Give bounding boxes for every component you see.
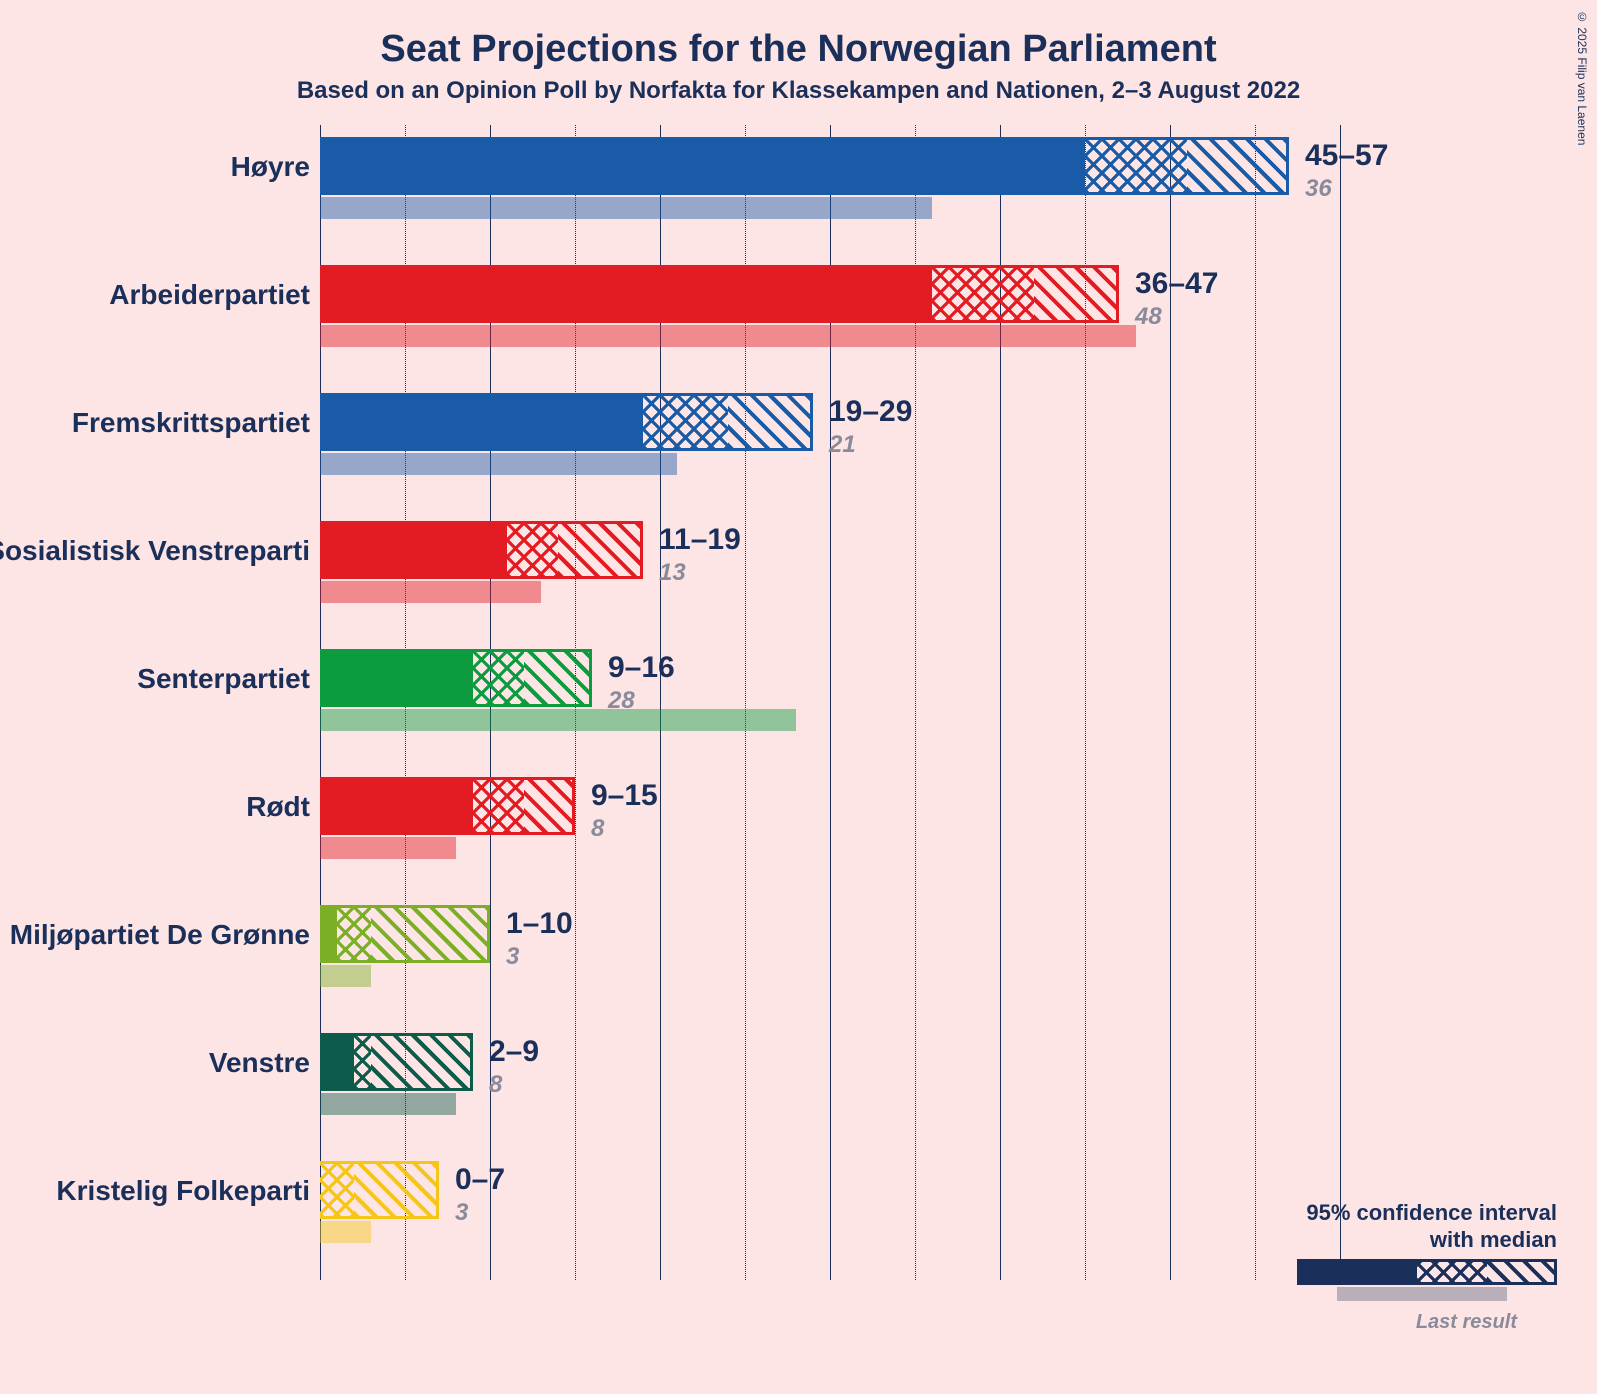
party-row: Rødt9–158: [320, 765, 1340, 893]
bar-ci-low: [320, 905, 337, 963]
legend-last-label: Last result: [1297, 1311, 1557, 1334]
party-label: Venstre: [209, 1047, 310, 1079]
bar-ci-mid: [473, 649, 524, 707]
last-result-label: 13: [659, 559, 686, 587]
last-result-label: 21: [829, 431, 856, 459]
party-label: Sosialistisk Venstreparti: [0, 535, 310, 567]
bar-last-result: [320, 581, 541, 603]
bar-ci-high: [371, 905, 490, 963]
seat-projection-chart: Høyre45–5736Arbeiderpartiet36–4748Fremsk…: [320, 125, 1340, 1305]
range-label: 1–10: [506, 907, 573, 941]
bar-ci-high: [1187, 137, 1289, 195]
bar-last-result: [320, 1221, 371, 1243]
bar-last-result: [320, 965, 371, 987]
bar-ci-high: [558, 521, 643, 579]
bar-ci-low: [320, 393, 643, 451]
chart-title: Seat Projections for the Norwegian Parli…: [0, 0, 1597, 71]
party-label: Kristelig Folkeparti: [56, 1175, 310, 1207]
bar-ci-low: [320, 137, 1085, 195]
bar-ci-mid: [320, 1161, 354, 1219]
last-result-label: 8: [591, 815, 604, 843]
party-row: Senterpartiet9–1628: [320, 637, 1340, 765]
range-label: 9–15: [591, 779, 658, 813]
bar-ci-high: [1034, 265, 1119, 323]
bar-last-result: [320, 1093, 456, 1115]
bar-ci-mid: [507, 521, 558, 579]
bar-ci-low: [320, 1033, 354, 1091]
bar-ci-low: [320, 521, 507, 579]
party-label: Miljøpartiet De Grønne: [10, 919, 310, 951]
party-label: Høyre: [231, 151, 310, 183]
bar-ci-mid: [354, 1033, 371, 1091]
party-row: Høyre45–5736: [320, 125, 1340, 253]
party-label: Rødt: [246, 791, 310, 823]
last-result-label: 8: [489, 1071, 502, 1099]
party-row: Sosialistisk Venstreparti11–1913: [320, 509, 1340, 637]
bar-ci-low: [320, 649, 473, 707]
party-row: Arbeiderpartiet36–4748: [320, 253, 1340, 381]
bar-ci-high: [524, 649, 592, 707]
bar-ci-high: [354, 1161, 439, 1219]
range-label: 9–16: [608, 651, 675, 685]
last-result-label: 28: [608, 687, 635, 715]
bar-ci-high: [728, 393, 813, 451]
bar-ci-mid: [932, 265, 1034, 323]
party-label: Arbeiderpartiet: [109, 279, 310, 311]
bar-last-result: [320, 837, 456, 859]
chart-legend: 95% confidence intervalwith median Last …: [1297, 1200, 1557, 1334]
bar-last-result: [320, 197, 932, 219]
party-row: Fremskrittspartiet19–2921: [320, 381, 1340, 509]
legend-swatch: [1297, 1259, 1557, 1309]
last-result-label: 3: [455, 1199, 468, 1227]
party-row: Miljøpartiet De Grønne1–103: [320, 893, 1340, 1021]
bar-last-result: [320, 453, 677, 475]
bar-ci-high: [371, 1033, 473, 1091]
bar-ci-mid: [1085, 137, 1187, 195]
range-label: 0–7: [455, 1163, 505, 1197]
party-row: Venstre2–98: [320, 1021, 1340, 1149]
range-label: 2–9: [489, 1035, 539, 1069]
range-label: 36–47: [1135, 267, 1218, 301]
bar-ci-mid: [643, 393, 728, 451]
chart-subtitle: Based on an Opinion Poll by Norfakta for…: [0, 71, 1597, 125]
bar-ci-high: [524, 777, 575, 835]
last-result-label: 36: [1305, 175, 1332, 203]
range-label: 45–57: [1305, 139, 1388, 173]
last-result-label: 48: [1135, 303, 1162, 331]
range-label: 19–29: [829, 395, 912, 429]
range-label: 11–19: [659, 523, 741, 557]
grid-major: [1340, 125, 1341, 1280]
bar-last-result: [320, 325, 1136, 347]
bar-last-result: [320, 709, 796, 731]
legend-ci-label: 95% confidence intervalwith median: [1297, 1200, 1557, 1253]
party-label: Senterpartiet: [137, 663, 310, 695]
bar-ci-mid: [337, 905, 371, 963]
party-row: Kristelig Folkeparti0–73: [320, 1149, 1340, 1277]
party-label: Fremskrittspartiet: [72, 407, 310, 439]
bar-ci-low: [320, 777, 473, 835]
bar-ci-low: [320, 265, 932, 323]
bar-ci-mid: [473, 777, 524, 835]
copyright-label: © 2025 Filip van Laenen: [1575, 10, 1589, 145]
last-result-label: 3: [506, 943, 519, 971]
